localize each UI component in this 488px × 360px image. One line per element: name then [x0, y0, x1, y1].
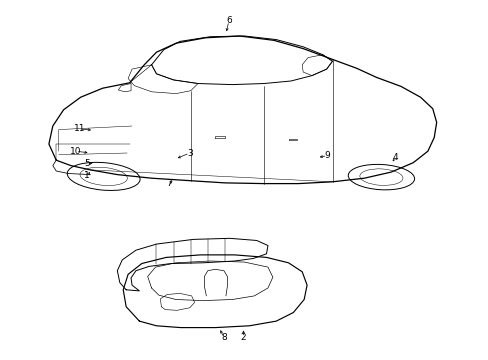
Text: 7: 7: [165, 179, 171, 188]
Text: 8: 8: [221, 333, 226, 342]
Text: 6: 6: [225, 16, 231, 25]
Text: 9: 9: [324, 151, 330, 160]
Text: 10: 10: [70, 147, 81, 156]
Text: 4: 4: [391, 153, 397, 162]
Text: 2: 2: [240, 333, 246, 342]
Text: 1: 1: [84, 171, 90, 180]
Text: 5: 5: [84, 159, 90, 168]
Text: 3: 3: [186, 149, 192, 158]
Text: 11: 11: [73, 124, 85, 133]
